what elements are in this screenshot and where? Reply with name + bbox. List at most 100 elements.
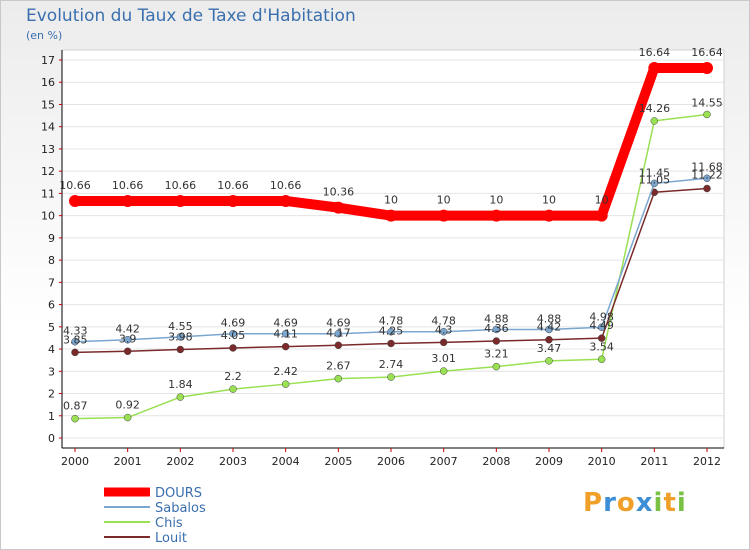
data-label-sabalos-2008: 4.88 [484,312,509,325]
y-tick-label-16: 16 [41,76,55,89]
data-point-louit-2003 [229,344,237,352]
y-axis-unit: (en %) [26,29,63,42]
data-point-dours-2001 [121,194,134,207]
x-tick-label-2006: 2006 [377,455,405,468]
data-point-sabalos-2000 [71,337,79,346]
x-tick-label-2011: 2011 [640,455,668,468]
data-label-louit-2004: 4.11 [273,328,298,341]
data-point-sabalos-2012 [703,174,711,183]
data-label-dours-2011: 16.64 [639,46,671,59]
data-label-chis-2006: 2.74 [379,358,404,371]
data-label-chis-2000: 0.87 [63,400,88,413]
data-label-chis-2005: 2.67 [326,360,351,373]
data-label-louit-2002: 3.98 [168,331,193,344]
y-tick-label-2: 2 [48,388,55,401]
x-tick-label-2009: 2009 [535,455,563,468]
data-label-dours-2009: 10 [542,194,556,207]
data-label-louit-2001: 3.9 [119,332,137,345]
logo-letter: o [616,488,636,518]
data-point-sabalos-2006 [387,327,395,336]
data-label-sabalos-2012: 11.68 [691,160,723,173]
data-point-louit-2007 [439,338,448,347]
data-label-chis-2007: 3.01 [431,352,456,365]
data-point-louit-2006 [387,339,395,348]
data-point-dours-2009 [543,209,555,222]
data-point-sabalos-2005 [334,329,343,338]
data-point-dours-2002 [174,194,187,207]
data-label-sabalos-2006: 4.78 [379,315,404,328]
legend-label-louit: Louit [155,531,187,546]
y-tick-label-12: 12 [41,165,55,178]
data-label-louit-2010: 4.49 [589,319,614,332]
data-point-sabalos-2008 [492,325,501,334]
proxiti-logo: Proxiti [583,488,687,518]
data-point-chis-2005 [334,374,343,383]
y-tick-label-4: 4 [48,343,55,356]
y-tick-label-13: 13 [41,143,55,156]
data-label-louit-2009: 4.42 [537,321,562,334]
data-label-sabalos-2007: 4.78 [431,315,456,328]
y-tick-label-6: 6 [48,299,55,312]
data-label-dours-2006: 10 [384,194,398,207]
data-point-dours-2004 [279,194,292,207]
y-tick-label-9: 9 [48,232,55,245]
data-label-sabalos-2000: 4.33 [63,325,88,338]
data-label-sabalos-2010: 4.98 [589,310,614,323]
x-tick-label-2001: 2001 [114,455,142,468]
data-label-dours-2007: 10 [437,194,451,207]
data-label-dours-2001: 10.66 [112,179,144,192]
data-point-louit-2001 [123,347,132,356]
logo-letter: i [653,488,664,518]
data-point-dours-2003 [227,194,239,207]
x-tick-label-2000: 2000 [61,455,89,468]
x-tick-label-2002: 2002 [166,455,194,468]
data-point-dours-2008 [490,209,503,222]
y-tick-label-7: 7 [48,276,55,289]
data-label-louit-2012: 11.22 [691,169,723,182]
data-label-chis-2009: 3.47 [537,342,562,355]
data-label-chis-2010: 3.54 [589,340,614,353]
data-point-sabalos-2007 [439,327,448,336]
x-tick-label-2003: 2003 [219,455,247,468]
data-point-dours-2012 [701,62,713,75]
data-point-sabalos-2001 [123,335,132,344]
data-point-chis-2008 [492,362,501,371]
data-label-sabalos-2005: 4.69 [326,317,351,330]
data-point-dours-2006 [385,209,397,222]
chart-title: Evolution du Taux de Taxe d'Habitation [26,6,356,26]
data-label-dours-2003: 10.66 [217,179,249,192]
data-point-louit-2002 [176,345,185,354]
data-point-chis-2010 [597,355,606,364]
data-point-sabalos-2002 [176,333,185,341]
data-point-chis-2011 [650,117,659,125]
data-point-dours-2007 [437,209,450,222]
data-label-dours-2000: 10.66 [59,179,91,192]
data-point-dours-2010 [595,209,608,222]
logo-letter: r [603,488,617,518]
data-point-dours-2000 [69,194,81,207]
plot-area [61,49,725,449]
y-tick-label-15: 15 [41,98,55,111]
data-point-sabalos-2011 [650,179,659,188]
data-point-louit-2005 [334,341,343,350]
data-label-louit-2011: 11.05 [639,173,671,186]
data-label-louit-2008: 4.36 [484,322,509,335]
data-label-sabalos-2004: 4.69 [273,317,298,330]
data-point-sabalos-2004 [281,329,290,338]
legend-label-chis: Chis [155,516,183,531]
data-point-sabalos-2010 [597,323,606,332]
data-label-dours-2008: 10 [489,194,503,207]
y-tick-label-17: 17 [41,54,55,67]
data-label-dours-2012: 16.64 [691,46,723,59]
data-label-sabalos-2011: 11.45 [639,166,671,179]
data-label-chis-2003: 2.2 [224,370,242,383]
logo-letter: i [676,488,687,518]
data-label-louit-2007: 4.3 [435,323,453,336]
data-point-chis-2002 [176,393,185,401]
data-label-sabalos-2003: 4.69 [221,317,246,330]
x-tick-label-2005: 2005 [324,455,352,468]
data-label-louit-2005: 4.17 [326,326,351,339]
y-tick-label-1: 1 [48,410,55,423]
legend-label-dours: DOURS [155,486,202,501]
